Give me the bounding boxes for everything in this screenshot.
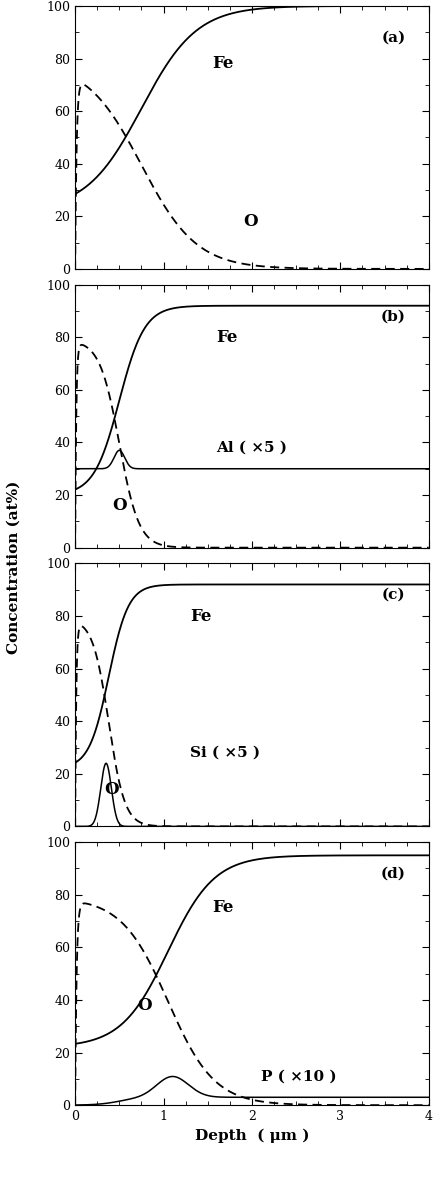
Text: O: O xyxy=(243,213,258,230)
Text: Fe: Fe xyxy=(212,56,233,72)
Text: Concentration (at%): Concentration (at%) xyxy=(6,481,20,654)
Text: (c): (c) xyxy=(381,587,405,602)
Text: (d): (d) xyxy=(381,866,406,881)
Text: Fe: Fe xyxy=(190,608,211,624)
Text: Al ( ×5 ): Al ( ×5 ) xyxy=(217,441,288,455)
Text: Fe: Fe xyxy=(212,900,233,916)
Text: P ( ×10 ): P ( ×10 ) xyxy=(261,1070,336,1083)
Text: (a): (a) xyxy=(381,31,405,45)
Text: (b): (b) xyxy=(381,310,406,323)
Text: O: O xyxy=(112,498,127,514)
Text: O: O xyxy=(137,996,152,1014)
X-axis label: Depth  ( μm ): Depth ( μm ) xyxy=(194,1129,309,1143)
Text: O: O xyxy=(104,781,119,798)
Text: Fe: Fe xyxy=(217,329,238,346)
Text: Si ( ×5 ): Si ( ×5 ) xyxy=(190,746,260,760)
